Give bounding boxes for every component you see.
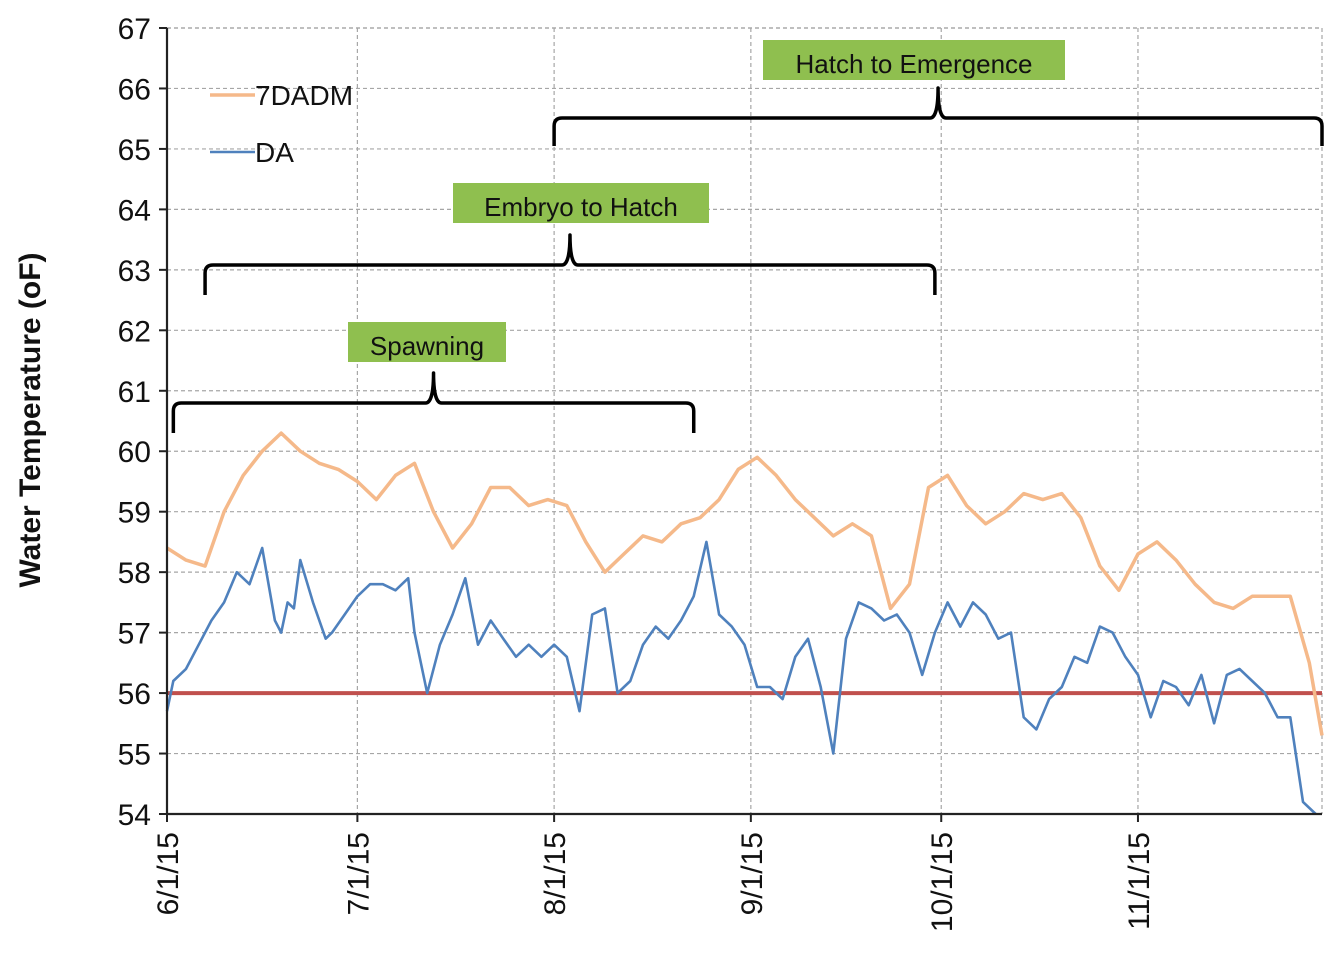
y-tick-label: 67: [118, 13, 151, 46]
y-tick-label: 62: [118, 315, 151, 348]
annotations: Hatch to Emergence Embryo to Hatch Spawnin…: [171, 40, 1324, 433]
annotation-brace: [171, 371, 696, 433]
series-line-da: [165, 540, 1317, 815]
y-tick-labels: 54 55 56 57 58 59 60 61 62 63 64 65 66 67: [118, 13, 151, 832]
x-tick-label: 6/1/15: [152, 832, 185, 915]
annotation-label-box: [763, 40, 1065, 80]
annotation-label: Hatch to Emergence: [795, 49, 1032, 79]
y-tick-label: 59: [118, 497, 151, 530]
axes: [159, 27, 1322, 822]
y-tick-label: 63: [118, 255, 151, 288]
annotation-label: Embryo to Hatch: [484, 192, 678, 222]
x-tick-label: 10/1/15: [926, 832, 959, 932]
y-tick-label: 66: [118, 73, 151, 106]
grid: [167, 27, 1323, 814]
y-tick-label: 57: [118, 618, 151, 651]
annotation-label: Spawning: [370, 331, 484, 361]
legend-label-da: DA: [255, 137, 294, 168]
y-tick-label: 64: [118, 194, 151, 227]
y-tick-label: 58: [118, 557, 151, 590]
y-tick-label: 65: [118, 134, 151, 167]
annotation-label-box: [453, 183, 709, 223]
annotation-label-box: [348, 322, 506, 362]
series-line-7dadm: [166, 431, 1324, 736]
legend-label-7dadm: 7DADM: [255, 80, 353, 111]
y-tick-label: 61: [118, 376, 151, 409]
x-tick-label: 9/1/15: [736, 832, 769, 915]
y-tick-label: 56: [118, 678, 151, 711]
y-tick-label: 55: [118, 739, 151, 772]
annotation-brace: [203, 233, 937, 295]
y-tick-label: 60: [118, 436, 151, 469]
series-group: [165, 431, 1324, 815]
y-axis-title: Water Temperature (oF): [14, 252, 47, 587]
annotation-brace: [552, 86, 1324, 146]
x-tick-labels: 6/1/15 7/1/15 8/1/15 9/1/15 10/1/15 11/1/15: [152, 832, 1156, 932]
x-tick-label: 11/1/15: [1123, 832, 1156, 930]
x-tick-label: 8/1/15: [539, 832, 572, 915]
legend: 7DADM DA: [210, 80, 353, 168]
x-tick-label: 7/1/15: [342, 832, 375, 915]
y-tick-label: 54: [118, 799, 151, 832]
